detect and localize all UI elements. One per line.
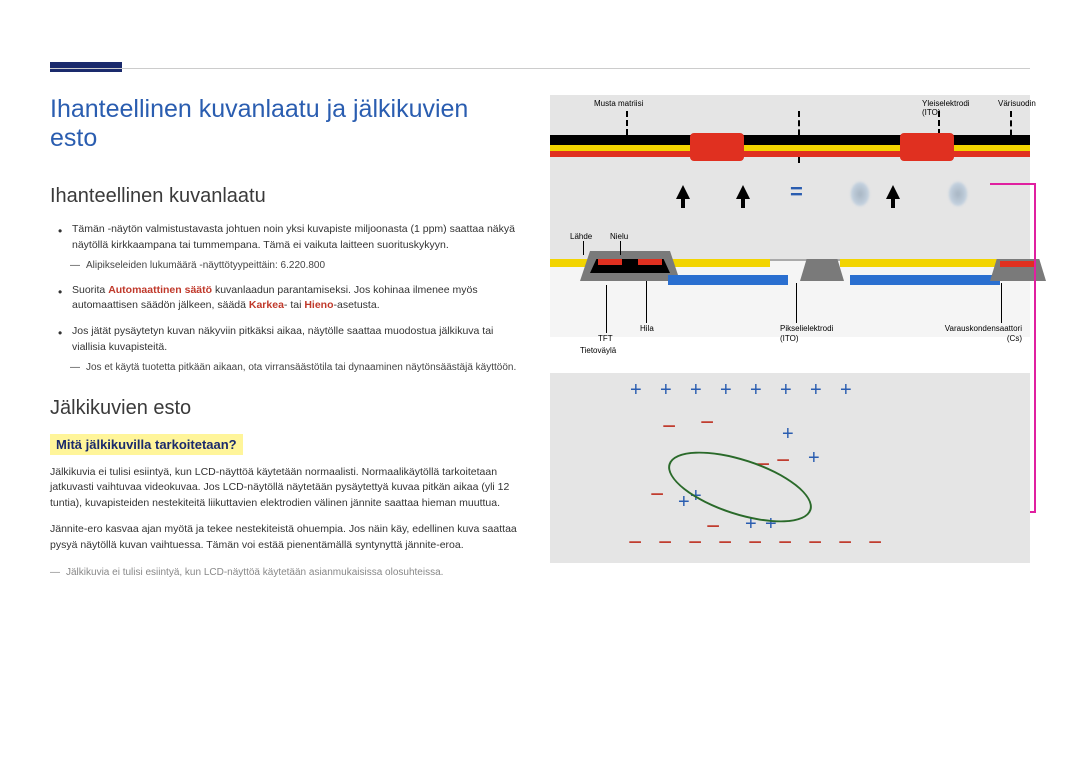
ellipse-annotation bbox=[660, 437, 820, 537]
bullet-1: Tämän -näytön valmistustavasta johtuen n… bbox=[72, 222, 520, 273]
layer-red bbox=[550, 151, 1030, 157]
label-common-electrode: Yleiselektrodi bbox=[922, 99, 970, 108]
bullet-3-text: Jos jätät pysäytetyn kuvan näkyviin pitk… bbox=[72, 325, 493, 353]
arrow-stem bbox=[681, 198, 685, 208]
bullet-3: Jos jätät pysäytetyn kuvan näkyviin pitk… bbox=[72, 324, 520, 375]
label-cs: (Cs) bbox=[1007, 334, 1022, 343]
tft-top-metal bbox=[594, 251, 666, 259]
bullet-2-pre: Suorita bbox=[72, 284, 108, 296]
bullet-2-fine: Hieno bbox=[304, 299, 333, 311]
storage-cap-red bbox=[1000, 261, 1036, 267]
leader bbox=[583, 241, 584, 255]
content: Ihanteellinen kuvanlaatu ja jälkikuvien … bbox=[50, 95, 1030, 580]
left-column: Ihanteellinen kuvanlaatu ja jälkikuvien … bbox=[50, 95, 520, 580]
label-storage-cap: Varauskondensaattori bbox=[945, 324, 1022, 333]
color-filter-bump bbox=[900, 133, 954, 161]
leader bbox=[620, 241, 621, 255]
label-dataline: Tietoväylä bbox=[580, 346, 616, 355]
color-filter-bump bbox=[690, 133, 744, 161]
leader bbox=[606, 285, 607, 333]
arrow-up-icon bbox=[676, 185, 690, 199]
label-tft: TFT bbox=[598, 334, 613, 343]
leader bbox=[1001, 283, 1002, 323]
arrow-stem bbox=[741, 198, 745, 208]
right-column: Musta matriisi Yleiselektrodi (ITO) Väri… bbox=[550, 95, 1030, 580]
bullet-3-subdash: Jos et käytä tuotetta pitkään aikaan, ot… bbox=[72, 360, 520, 375]
smoke-icon bbox=[850, 181, 870, 207]
section2-highlight: Mitä jälkikuvilla tarkoitetaan? bbox=[50, 434, 243, 455]
layer-black bbox=[550, 135, 1030, 145]
bullet-2-coarse: Karkea bbox=[249, 299, 284, 311]
magenta-leader-h1 bbox=[990, 183, 1036, 185]
bullet-2-bold: Automaattinen säätö bbox=[108, 284, 212, 296]
smoke-icon bbox=[948, 181, 968, 207]
equals-icon: = bbox=[790, 179, 803, 205]
bullet-2-or: - tai bbox=[284, 299, 304, 311]
label-gate: Hila bbox=[640, 324, 654, 333]
section2-footnote: Jälkikuvia ei tulisi esiintyä, kun LCD-n… bbox=[50, 565, 520, 580]
bullet-2-suffix: -asetusta. bbox=[334, 299, 380, 311]
section1-heading: Ihanteellinen kuvanlaatu bbox=[50, 185, 520, 208]
pixel-electrode bbox=[850, 275, 1000, 285]
arrow-stem bbox=[891, 198, 895, 208]
arrow-up-icon bbox=[736, 185, 750, 199]
data-line-metal bbox=[800, 259, 844, 281]
section2-p1: Jälkikuvia ei tulisi esiintyä, kun LCD-n… bbox=[50, 465, 520, 512]
label-black-matrix: Musta matriisi bbox=[594, 99, 643, 108]
page-title: Ihanteellinen kuvanlaatu ja jälkikuvien … bbox=[50, 95, 520, 153]
label-ito2: (ITO) bbox=[780, 334, 799, 343]
magenta-leader-v bbox=[1034, 183, 1036, 513]
label-color-filter: Värisuodin bbox=[998, 99, 1036, 108]
label-ito-sub: (ITO) bbox=[922, 108, 941, 117]
header-rule bbox=[50, 68, 1030, 69]
arrow-up-icon bbox=[886, 185, 900, 199]
leader bbox=[796, 283, 797, 323]
leader bbox=[646, 281, 647, 323]
leader-dashed bbox=[626, 111, 628, 135]
header-accent bbox=[50, 62, 122, 72]
diagram-voltage: + + + + + + + + − − − − − − − − − bbox=[550, 373, 1030, 563]
tft-yellow bbox=[660, 259, 770, 267]
label-pixel-electrode: Pikselielektrodi bbox=[780, 324, 833, 333]
label-drain: Nielu bbox=[610, 232, 628, 241]
section2-heading: Jälkikuvien esto bbox=[50, 397, 520, 420]
pixel-electrode bbox=[668, 275, 788, 285]
bullet-1-text: Tämän -näytön valmistustavasta johtuen n… bbox=[72, 223, 515, 251]
bullet-1-subdash: Alipikseleiden lukumäärä -näyttötyypeitt… bbox=[72, 258, 520, 273]
section1-bullets: Tämän -näytön valmistustavasta johtuen n… bbox=[50, 222, 520, 375]
diagram-pixel-structure: Musta matriisi Yleiselektrodi (ITO) Väri… bbox=[550, 95, 1030, 337]
section2-p2: Jännite-ero kasvaa ajan myötä ja tekee n… bbox=[50, 522, 520, 554]
label-source: Lähde bbox=[570, 232, 592, 241]
bullet-2: Suorita Automaattinen säätö kuvanlaadun … bbox=[72, 283, 520, 315]
